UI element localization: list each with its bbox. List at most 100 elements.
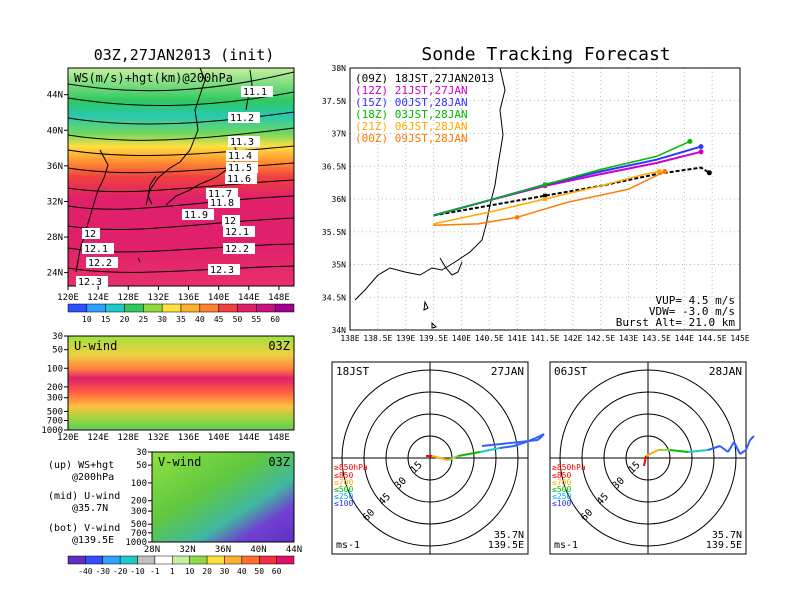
- colorbar-wind: -40 -30 -20 -10 -1 1 10 20 30 40 50 60: [67, 555, 295, 576]
- track-endpoint: [698, 144, 704, 150]
- top-map-x-ticks: 120E 124E 128E 132E 136E 140E 144E 148E: [57, 286, 290, 303]
- colorbar-label: 25: [139, 315, 149, 324]
- legend-entry: (00Z) 09JST,28JAN: [355, 132, 468, 145]
- height-contour: [67, 71, 295, 92]
- x-tick-label: 142.5E: [586, 334, 615, 343]
- contour-label-bg: [76, 276, 108, 287]
- coast-line: [145, 67, 206, 206]
- height-contour: [67, 195, 295, 210]
- contour-label: 11.1: [243, 87, 267, 98]
- x-tick-label: 138E: [340, 334, 359, 343]
- x-tick-label: 132E: [148, 293, 170, 303]
- colorbar-speed: 10 15 20 25 30 35 40 45 50 55 60: [67, 303, 295, 324]
- top-map-frame: [67, 67, 295, 287]
- v-wind-title: V-wind: [158, 455, 201, 469]
- contour-label: 12.3: [78, 277, 102, 288]
- colorbar-cell: [224, 555, 243, 565]
- y-tick-label: 36N: [47, 162, 63, 172]
- hodo-lon: 139.5E: [706, 540, 742, 551]
- top-map-title: 03Z,27JAN2013 (init): [94, 46, 275, 64]
- y-tick-label: 35.5N: [322, 228, 346, 237]
- contour-label-bg: [226, 162, 258, 173]
- y-tick-label: 700: [131, 529, 147, 539]
- top-map-y-ticks: 24N 28N 32N 36N 40N 44N: [47, 91, 68, 279]
- coast-line: [147, 175, 157, 205]
- contour-label: 11.6: [227, 174, 251, 185]
- sonde-grid: [350, 68, 740, 330]
- contour-label-bg: [223, 243, 255, 254]
- y-tick-label: 300: [47, 394, 63, 404]
- contour-label-bg: [208, 264, 240, 275]
- x-tick-label: 44N: [286, 545, 302, 555]
- legend-entry: (18Z) 03JST,28JAN: [355, 108, 468, 121]
- hodo-lat: 35.7N: [712, 530, 742, 541]
- contour-label-bg: [228, 112, 260, 123]
- contour-label-bg: [86, 257, 118, 268]
- sonde-x-ticks: 138E 138.5E 139E 139.5E 140E 140.5E 141E 141.5E…: [340, 334, 749, 343]
- contour-label: 11.2: [230, 113, 254, 124]
- v-wind-frame: [151, 451, 295, 543]
- legend-up-1: (up) WS+hgt: [48, 460, 114, 471]
- x-tick-label: 144E: [675, 334, 694, 343]
- coast-line: [423, 300, 429, 311]
- hodo-trace: [499, 445, 515, 449]
- contour-label-bg: [223, 226, 255, 237]
- y-tick-label: 36N: [332, 195, 347, 204]
- legend-entry: (21Z) 06JST,28JAN: [355, 120, 468, 133]
- track-marker: [543, 193, 547, 198]
- y-tick-label: 24N: [47, 269, 63, 279]
- height-contour: [67, 127, 295, 141]
- legend-mid-2: @35.7N: [72, 503, 108, 514]
- sonde-tracks: [433, 138, 712, 226]
- sonde-y-ticks: 34N 34.5N 35N 35.5N 36N 36.5N 37N 37.5N 38N: [322, 64, 346, 335]
- v-wind-x-ticks: 28N 32N 36N 40N 44N: [144, 545, 302, 555]
- level-legend: ≤100: [334, 499, 353, 508]
- x-tick-label: 148E: [268, 293, 290, 303]
- colorbar-cell: [189, 555, 208, 565]
- legend-entry: (09Z) 18JST,27JAN2013: [355, 72, 494, 85]
- colorbar-cell: [161, 303, 182, 313]
- contour-label-bg: [208, 197, 240, 208]
- contour-label-bg: [82, 243, 114, 254]
- track-endpoint: [656, 168, 662, 174]
- colorbar-cell: [172, 555, 190, 565]
- colorbar-cell: [241, 555, 260, 565]
- legend-bot-2: @139.5E: [72, 535, 114, 546]
- sonde-title: Sonde Tracking Forecast: [421, 44, 670, 65]
- x-tick-label: 140E: [208, 293, 230, 303]
- coast-line: [137, 257, 141, 263]
- track-endpoint: [706, 170, 712, 176]
- u-wind-field: [68, 336, 294, 430]
- x-tick-label: 32N: [179, 545, 195, 555]
- contour-label: 12.2: [225, 244, 249, 255]
- level-legend: ≤250: [334, 492, 353, 501]
- contour-label: 11.7: [208, 189, 232, 200]
- sonde-legend: (09Z) 18JST,27JAN2013(12Z) 21JST,27JAN (1…: [355, 72, 494, 145]
- y-tick-label: 50: [136, 461, 147, 471]
- contour-label-bg: [241, 86, 273, 97]
- v-wind-time: 03Z: [268, 455, 290, 469]
- legend-entry: (12Z) 21JST,27JAN: [355, 84, 468, 97]
- hodo-trace: [643, 455, 647, 467]
- contour-label: 11.9: [184, 210, 208, 221]
- contour-label-bg: [226, 150, 258, 161]
- contour-label: 11.8: [210, 198, 234, 209]
- colorbar-label: -1: [150, 567, 160, 576]
- y-tick-label: 200: [47, 383, 63, 393]
- y-tick-label: 1000: [41, 426, 63, 436]
- level-legend: ≤500: [334, 485, 353, 494]
- hodo-trace: [739, 449, 747, 455]
- x-tick-label: 120E: [57, 293, 79, 303]
- x-tick-label: 148E: [268, 433, 290, 443]
- coast-line: [431, 321, 437, 329]
- y-tick-label: 34N: [332, 326, 347, 335]
- x-tick-label: 139E: [396, 334, 415, 343]
- legend-up-2: @200hPa: [72, 472, 114, 483]
- contour-label-bg: [206, 188, 238, 199]
- hodo-time: 18JST: [336, 365, 369, 378]
- track-endpoint: [687, 138, 693, 144]
- x-tick-label: 124E: [87, 433, 109, 443]
- level-legend: ≤700: [334, 478, 353, 487]
